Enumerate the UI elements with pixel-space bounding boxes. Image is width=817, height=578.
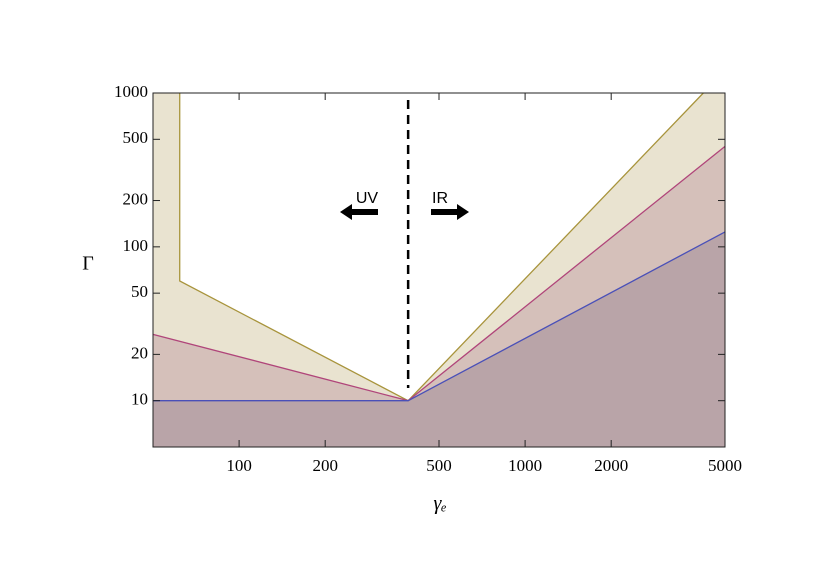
arrow-left (340, 204, 378, 220)
y-tick-label: 200 (123, 189, 149, 208)
y-tick-label: 10 (131, 390, 148, 409)
annotation: IR (432, 190, 448, 207)
x-tick-label: 200 (312, 456, 338, 475)
arrow-right (431, 204, 469, 220)
plot-area (152, 92, 726, 447)
x-axis-label: γₑ (433, 493, 446, 515)
x-tick-label: 100 (226, 456, 252, 475)
x-tick-label: 1000 (508, 456, 542, 475)
x-tick-label: 2000 (594, 456, 628, 475)
y-axis-label: Γ (82, 253, 94, 275)
line (179, 92, 704, 402)
annotation: UV (356, 190, 379, 207)
y-tick-label: 500 (123, 128, 149, 147)
line (153, 231, 726, 402)
y-tick-label: 1000 (114, 82, 148, 101)
y-tick-label: 20 (131, 343, 148, 362)
y-tick-label: 100 (123, 236, 149, 255)
x-tick-label: 5000 (708, 456, 742, 475)
x-tick-label: 500 (426, 456, 452, 475)
y-tick-label: 50 (131, 282, 148, 301)
area (153, 93, 725, 447)
